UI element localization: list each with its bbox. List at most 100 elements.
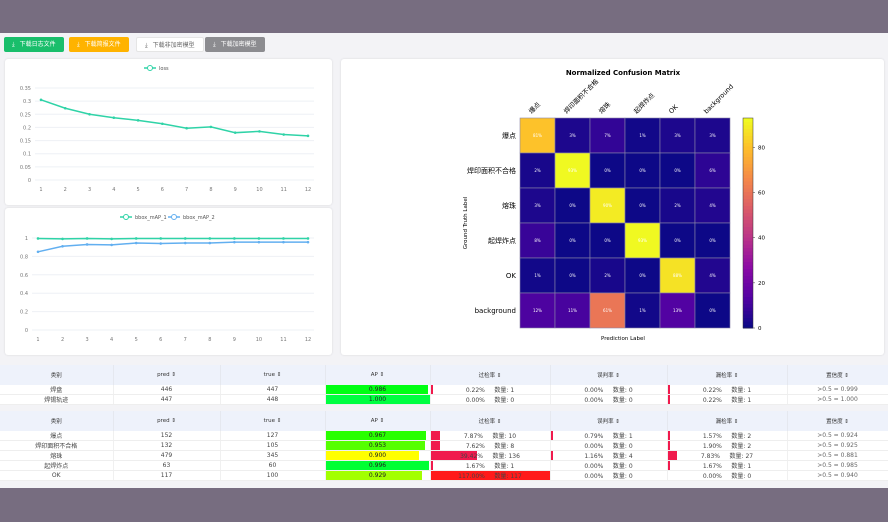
colorbar-segment	[743, 314, 753, 318]
colorbar-segment	[743, 128, 753, 133]
x-tick-label: 5	[136, 187, 139, 193]
column-header[interactable]: 置信度 ⇕	[787, 411, 888, 431]
column-header[interactable]: 误判率 ⇕	[550, 411, 668, 431]
row-label: OK	[506, 272, 517, 280]
miss-rate: 0.00%	[702, 473, 722, 480]
column-header[interactable]: 置信度 ⇕	[787, 365, 888, 385]
colorbar-label: 40	[758, 236, 765, 242]
data-point	[257, 240, 261, 244]
data-point	[85, 237, 89, 240]
cell-value: 0%	[569, 273, 576, 278]
column-header[interactable]: AP ⇕	[325, 411, 431, 431]
table-row: 起焊炸点 63 60 0.996 1.67% 数量: 1 0.00% 数量: 0 1.67%…	[0, 460, 888, 471]
pred-cell: 117	[113, 470, 221, 481]
button-label: 下载加密模型	[220, 41, 257, 48]
misjudge-rate: 0.00%	[584, 473, 604, 480]
overkill-count: 数量: 10	[492, 433, 517, 440]
data-point	[233, 237, 236, 240]
colorbar-segment	[743, 289, 753, 294]
data-point	[61, 244, 64, 248]
miss-count: 数量: 1	[731, 387, 752, 394]
cell-value: 3%	[534, 203, 541, 208]
colorbar-segment	[743, 321, 753, 325]
cell-value: 0%	[709, 308, 716, 313]
column-header[interactable]: true ⇕	[220, 411, 326, 431]
column-header[interactable]: 类别	[0, 411, 114, 431]
column-header[interactable]: 过检率 ⇕	[430, 365, 551, 385]
misjudge-cell: 1.16% 数量: 4	[550, 450, 668, 461]
matrix-cell	[589, 152, 626, 189]
download-button-1[interactable]: ⤓ 下载简报文件	[69, 37, 129, 52]
colorbar-segment	[743, 118, 753, 122]
pred-cell: 479	[113, 450, 221, 461]
x-tick-label: 8	[209, 187, 212, 193]
column-header[interactable]: 误判率 ⇕	[550, 365, 668, 385]
map-chart-panel: 0 0.2 0.4 0.6 0.8 1 1 2 3 4 5 6 7 8 9 10 11 12 bbox_mAP_1 b…	[5, 208, 332, 355]
matrix-cell	[694, 117, 731, 154]
colorbar-segment	[743, 233, 753, 238]
column-header[interactable]: 类别	[0, 365, 114, 385]
download-button-0[interactable]: ⤓ 下载日志文件	[4, 37, 64, 52]
matrix-cell	[659, 292, 696, 329]
colorbar-segment	[743, 324, 753, 329]
miss-cell: 7.83% 数量: 27	[667, 450, 788, 461]
class-cell: 焊印面积不合格	[0, 440, 114, 451]
miss-cell: 0.22% 数量: 1	[667, 385, 788, 395]
cell-value: 90%	[603, 203, 612, 208]
colorbar-segment	[743, 167, 753, 171]
cell-value: 4%	[709, 203, 716, 208]
data-point	[208, 241, 212, 245]
data-point	[159, 237, 163, 240]
column-header[interactable]: pred ⇕	[113, 365, 221, 385]
misjudge-cell: 0.00% 数量: 0	[550, 385, 668, 395]
table-header: 类别 pred ⇕ true ⇕ AP ⇕ 过检率 ⇕ 误判率 ⇕ 漏检率 ⇕ 置信度 ⇕	[0, 411, 888, 431]
colorbar-segment	[743, 205, 753, 210]
colorbar-segment	[743, 153, 753, 157]
colorbar-segment	[743, 282, 753, 287]
legend-label: loss	[159, 66, 169, 72]
misjudge-count: 数量: 0	[612, 443, 633, 450]
matrix-cell	[519, 152, 556, 189]
cell-value: 8%	[534, 238, 541, 243]
download-button-2[interactable]: ⤓ 下载非加密模型	[136, 37, 204, 52]
colorbar-segment	[743, 261, 753, 266]
cell-value: 0%	[674, 168, 681, 173]
colorbar-segment	[743, 279, 753, 283]
data-point	[306, 240, 310, 244]
column-header[interactable]: pred ⇕	[113, 411, 221, 431]
x-tick-label: 11	[280, 337, 286, 343]
data-point	[282, 237, 285, 240]
row-label: 焊印面积不合格	[467, 166, 516, 175]
data-point	[110, 243, 113, 247]
column-header[interactable]: 漏检率 ⇕	[667, 365, 788, 385]
miss-bar	[667, 461, 670, 470]
colorbar-segment	[743, 181, 753, 185]
data-point	[183, 237, 187, 240]
cell-value: 0%	[569, 238, 576, 243]
cell-value: 2%	[534, 168, 541, 173]
colorbar-segment	[743, 174, 753, 178]
misjudge-count: 数量: 0	[612, 463, 633, 470]
y-tick-label: 0.35	[20, 86, 31, 92]
overkill-count: 数量: 136	[492, 453, 520, 460]
data-point	[282, 133, 286, 136]
summary-table-1: 类别 pred ⇕ true ⇕ AP ⇕ 过检率 ⇕ 误判率 ⇕ 漏检率 ⇕ 置信度 ⇕ 焊盘…	[0, 365, 888, 405]
x-tick-label: 9	[233, 337, 236, 343]
column-header[interactable]: 漏检率 ⇕	[667, 411, 788, 431]
y-tick-label: 0.3	[23, 99, 31, 105]
matrix-cell	[659, 222, 696, 259]
ap-cell: 0.900	[325, 450, 431, 461]
misjudge-count: 数量: 0	[612, 387, 633, 394]
overkill-rate: 39.42%	[460, 453, 483, 460]
colorbar-segment	[743, 195, 753, 199]
x-tick-label: 12	[305, 187, 311, 193]
column-header[interactable]: 过检率 ⇕	[430, 411, 551, 431]
x-tick-label: 4	[112, 187, 115, 193]
colorbar-segment	[743, 254, 753, 259]
download-button-3[interactable]: ⤓ 下载加密模型	[205, 37, 265, 52]
colorbar-segment	[743, 188, 753, 192]
column-header[interactable]: true ⇕	[220, 365, 326, 385]
column-header[interactable]: AP ⇕	[325, 365, 431, 385]
misjudge-cell: 0.79% 数量: 1	[550, 431, 668, 441]
column-label: 焊印面积不合格	[562, 77, 601, 116]
